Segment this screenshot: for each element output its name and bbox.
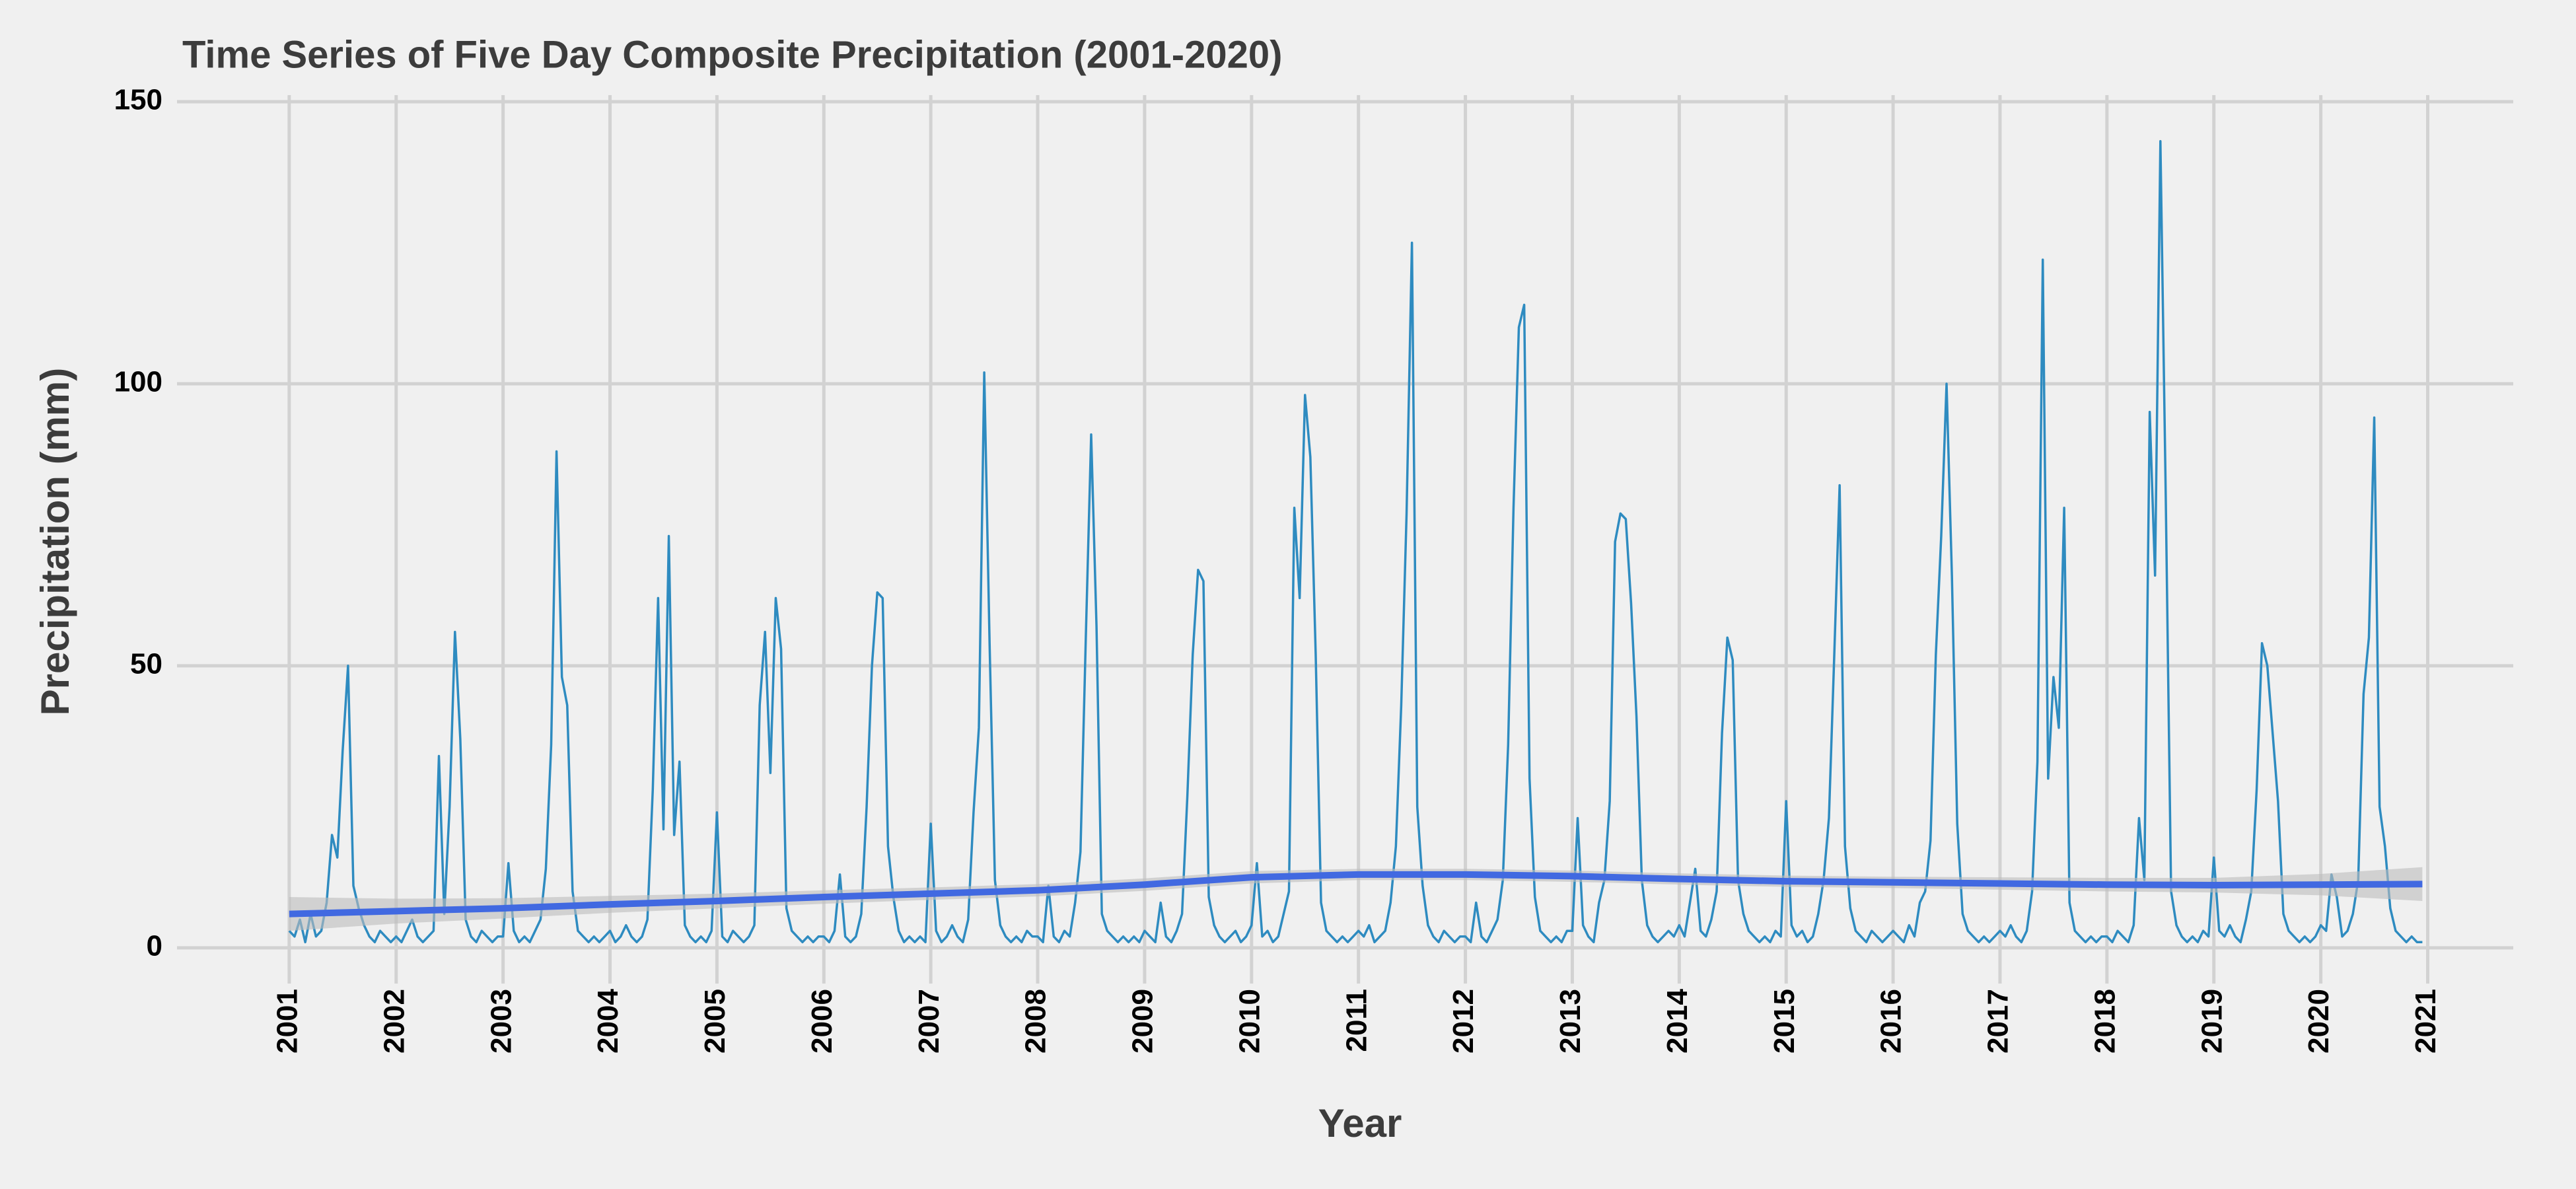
x-tick-label: 2006 — [806, 989, 838, 1054]
y-tick-label: 150 — [114, 84, 162, 116]
x-tick-label: 2013 — [1554, 989, 1587, 1054]
x-tick-label: 2019 — [2196, 989, 2228, 1054]
trend-line — [289, 871, 2423, 918]
x-tick-label: 2015 — [1768, 989, 1801, 1054]
x-tick-label: 2021 — [2410, 989, 2442, 1054]
chart-title: Time Series of Five Day Composite Precip… — [182, 33, 1282, 76]
x-tick-label: 2010 — [1233, 989, 1266, 1054]
y-tick-label: 50 — [130, 648, 162, 680]
x-tick-label: 2004 — [592, 988, 624, 1053]
x-tick-label: 2002 — [378, 989, 410, 1054]
y-tick-label: 100 — [114, 366, 162, 398]
y-tick-label: 0 — [147, 929, 162, 962]
x-tick-label: 2009 — [1127, 989, 1159, 1054]
x-tick-label: 2001 — [271, 989, 304, 1054]
x-tick-label: 2014 — [1661, 988, 1694, 1053]
x-tick-label: 2016 — [1875, 989, 1908, 1054]
x-tick-label: 2003 — [485, 989, 517, 1054]
x-tick-label: 2011 — [1340, 989, 1373, 1052]
x-tick-label: 2017 — [1982, 989, 2015, 1054]
x-tick-label: 2005 — [699, 989, 731, 1054]
x-axis-label: Year — [1318, 1101, 1402, 1145]
x-tick-label: 2020 — [2303, 989, 2335, 1054]
x-tick-label: 2018 — [2089, 989, 2121, 1054]
y-axis-label: Precipitation (mm) — [33, 368, 77, 716]
precipitation-line — [288, 140, 2423, 944]
x-tick-label: 2007 — [913, 989, 945, 1054]
x-tick-label: 2008 — [1020, 989, 1052, 1054]
x-tick-label: 2012 — [1447, 989, 1480, 1054]
